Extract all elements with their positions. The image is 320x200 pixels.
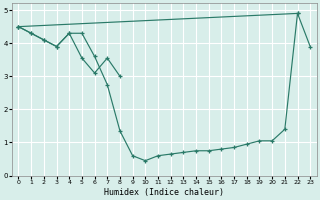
- X-axis label: Humidex (Indice chaleur): Humidex (Indice chaleur): [104, 188, 224, 197]
